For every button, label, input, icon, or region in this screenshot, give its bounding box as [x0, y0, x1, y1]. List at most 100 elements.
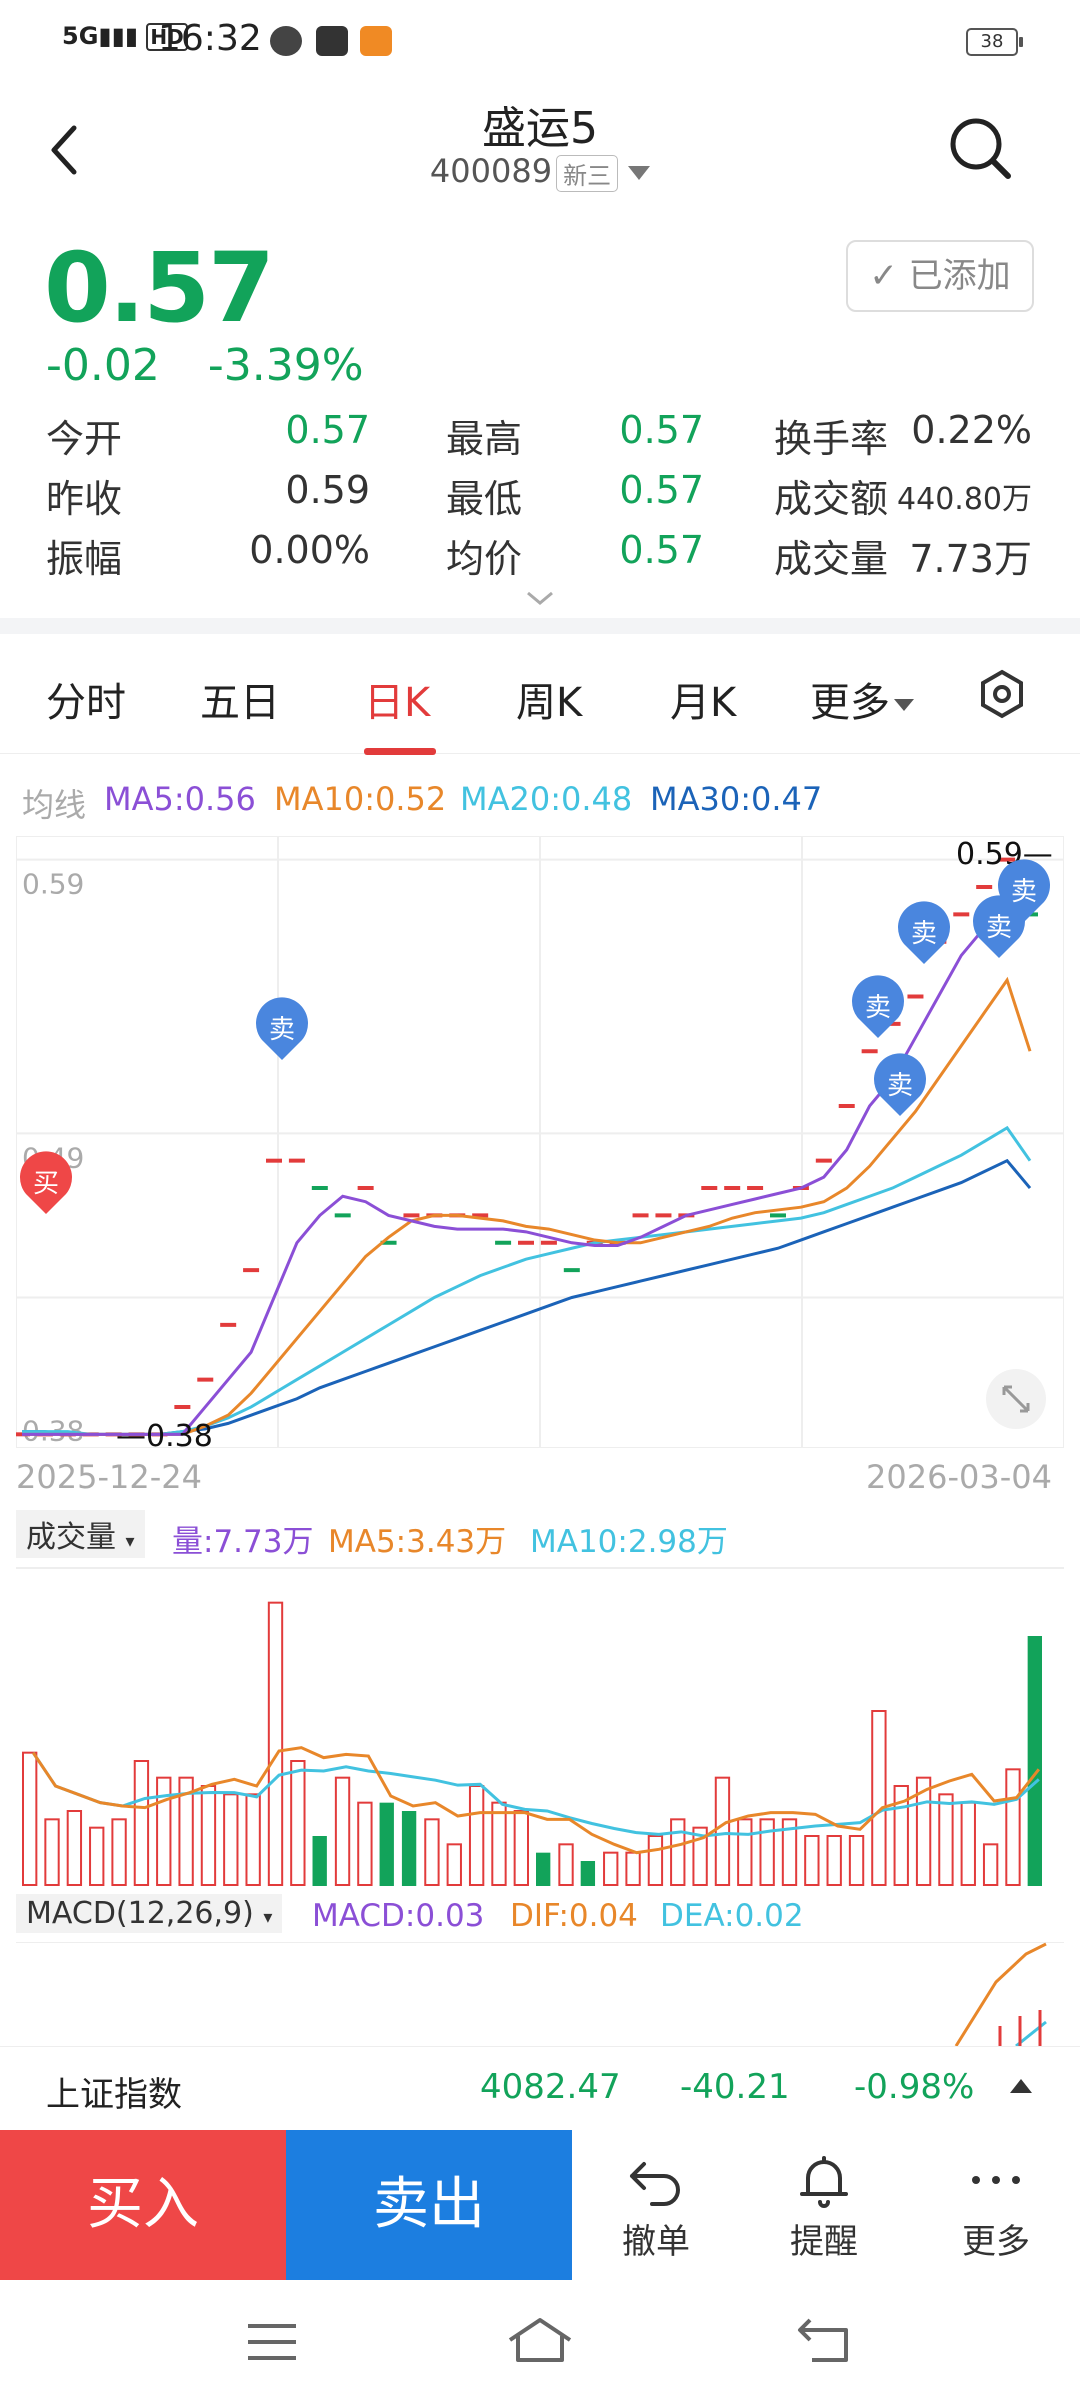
- volume-bar: [893, 1785, 909, 1886]
- buy-signal-pin-label: 买: [33, 1169, 59, 1199]
- volume-bar: [513, 1810, 529, 1886]
- volume-bar: [401, 1811, 417, 1886]
- volume-bar: [848, 1835, 865, 1886]
- volume-bar: [1027, 1636, 1042, 1886]
- buy-signal-pin: [19, 1151, 72, 1214]
- search-icon[interactable]: [946, 114, 1016, 184]
- expand-stats-icon[interactable]: [522, 588, 558, 608]
- index-ticker-bar[interactable]: 上证指数 4082.47 -40.21 -0.98%: [0, 2046, 1080, 2130]
- volume-bar: [1005, 1768, 1021, 1886]
- undo-icon: [630, 2162, 680, 2206]
- stock-code: 400089: [429, 152, 553, 190]
- tab-weekly-k[interactable]: 周K: [516, 680, 583, 726]
- buy-button[interactable]: 买入: [0, 2130, 286, 2280]
- stock-header: 盛运5 400089 新三: [0, 80, 1080, 220]
- volume-ma5-line: [31, 1746, 1041, 1855]
- chart-period-tabs: 分时 五日 日K 周K 月K 更多: [0, 634, 1080, 755]
- sell-signal-pin-label: 卖: [986, 913, 1012, 943]
- stat-label: 换手率: [774, 417, 889, 461]
- volume-bar: [245, 1793, 261, 1886]
- tab-intraday[interactable]: 分时: [46, 680, 126, 726]
- sell-button[interactable]: 卖出: [286, 2130, 572, 2280]
- macd-dropdown-icon: ▾: [263, 1907, 273, 1928]
- added-watchlist-button[interactable]: ✓ 已添加: [846, 240, 1034, 312]
- stat-value: 0.57: [619, 408, 704, 452]
- sell-signal-pin: [972, 895, 1025, 958]
- stat-value: 0.57: [619, 468, 704, 512]
- sell-signal-pin-label: 卖: [865, 993, 891, 1023]
- menu-icon[interactable]: [244, 2320, 300, 2364]
- tab-daily-k[interactable]: 日K: [364, 680, 431, 726]
- tab-five-day[interactable]: 五日: [200, 680, 280, 726]
- sell-signal-pin-label: 卖: [269, 1015, 295, 1045]
- message-notify-icon: [360, 26, 392, 56]
- active-tab-indicator: [364, 748, 436, 755]
- volume-bar: [580, 1861, 596, 1886]
- clock: 16:32: [158, 18, 262, 59]
- current-price: 0.57: [44, 232, 275, 344]
- chart-start-date: 2025-12-24: [16, 1458, 202, 1496]
- index-change: -40.21: [680, 2067, 790, 2107]
- volume-bar: [781, 1818, 798, 1886]
- dea-value: DEA:0.02: [660, 1898, 804, 1934]
- stat-value: 0.57: [285, 408, 370, 452]
- macd-chart: [16, 1942, 1064, 2046]
- volume-bar: [133, 1760, 150, 1886]
- volume-bar: [156, 1776, 172, 1886]
- volume-bar: [826, 1835, 842, 1886]
- y-tick-label: 0.59: [22, 868, 84, 901]
- back-nav-icon[interactable]: [796, 2314, 852, 2366]
- stat-label: 今开: [46, 417, 123, 461]
- stat-value: 0.00%: [249, 528, 370, 572]
- expand-up-icon[interactable]: [1010, 2079, 1032, 2093]
- volume-bar: [424, 1818, 440, 1886]
- volume-bar: [692, 1826, 708, 1886]
- more-actions-button[interactable]: 更多: [936, 2150, 1056, 2263]
- dropdown-icon: [628, 166, 651, 180]
- chart-settings-icon[interactable]: [976, 668, 1028, 720]
- volume-bar: [625, 1851, 641, 1886]
- cancel-order-button[interactable]: 撤单: [596, 2150, 716, 2263]
- index-change-pct: -0.98%: [854, 2067, 975, 2107]
- battery-icon: 38: [966, 28, 1023, 56]
- volume-bar: [804, 1835, 820, 1886]
- sell-signal-pin: [256, 997, 309, 1060]
- volume-bar: [536, 1852, 551, 1886]
- tab-more[interactable]: 更多: [810, 670, 914, 728]
- macd-indicator-select[interactable]: MACD(12,26,9) ▾: [16, 1894, 283, 1933]
- more-dropdown-icon: [894, 699, 914, 711]
- index-name: 上证指数: [46, 2075, 182, 2115]
- market-tag: 新三: [556, 154, 619, 192]
- volume-bar: [89, 1826, 105, 1886]
- volume-bar: [290, 1760, 306, 1886]
- tab-monthly-k[interactable]: 月K: [670, 680, 737, 726]
- ma20-line: [22, 1125, 1032, 1436]
- sell-signal-pin: [874, 1053, 926, 1116]
- volume-indicator-select[interactable]: 成交量 ▾: [16, 1510, 145, 1558]
- stat-value: 440.80万: [897, 482, 1032, 517]
- volume-bar: [759, 1818, 775, 1886]
- volume-ma5: MA5:3.43万: [328, 1524, 507, 1560]
- ma-legend-label: 均线: [22, 786, 87, 824]
- sell-signal-pin: [998, 859, 1050, 922]
- back-icon[interactable]: [44, 120, 84, 180]
- dif-value: DIF:0.04: [510, 1898, 638, 1934]
- volume-bar: [446, 1843, 462, 1886]
- ma10-line: [22, 976, 1032, 1436]
- sell-signal-pin: [898, 901, 950, 964]
- alert-button[interactable]: 提醒: [764, 2150, 884, 2263]
- home-icon[interactable]: [504, 2314, 576, 2366]
- sell-signal-pin-label: 卖: [887, 1071, 913, 1101]
- stat-label: 成交量: [774, 537, 889, 581]
- section-divider: [0, 618, 1080, 634]
- volume-bar: [312, 1836, 327, 1886]
- volume-ma10: MA10:2.98万: [530, 1524, 728, 1560]
- sell-signal-pin-label: 卖: [911, 919, 937, 949]
- ma20-legend: MA20:0.48: [460, 780, 633, 818]
- volume-bar: [737, 1818, 753, 1886]
- status-bar: 5G▮▮▮ HD 16:32 38: [0, 0, 1080, 80]
- stat-value: 0.57: [619, 528, 704, 572]
- stat-label: 最低: [446, 477, 523, 521]
- stock-code-row[interactable]: 400089 新三: [0, 152, 1080, 192]
